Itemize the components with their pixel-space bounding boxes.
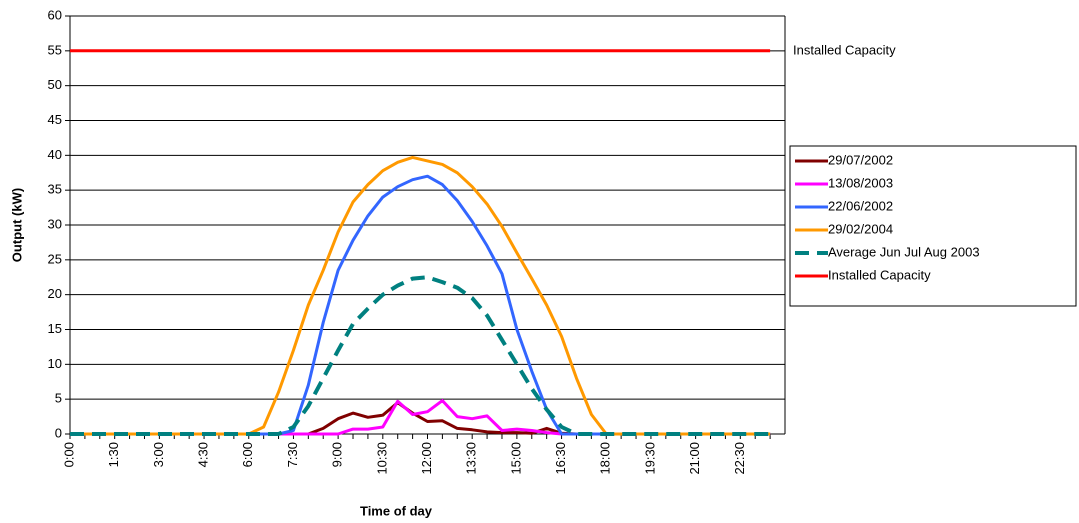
x-tick-label: 19:30 — [642, 442, 657, 475]
x-tick-label: 21:00 — [687, 442, 702, 475]
line-series — [70, 401, 771, 436]
x-tick-label: 7:30 — [285, 442, 300, 467]
legend-label: 22/06/2002 — [828, 198, 893, 213]
y-tick-label: 55 — [48, 42, 62, 57]
y-tick-label: 35 — [48, 182, 62, 197]
x-tick-label: 0:00 — [61, 442, 76, 467]
legend-label: 29/07/2002 — [828, 152, 893, 167]
x-tick-label: 16:30 — [553, 442, 568, 475]
x-tick-label: 13:30 — [464, 442, 479, 475]
x-tick-label: 1:30 — [106, 442, 121, 467]
x-tick-label: 15:00 — [508, 442, 523, 475]
y-tick-label: 40 — [48, 147, 62, 162]
y-tick-label: 20 — [48, 286, 62, 301]
line-series — [70, 275, 771, 436]
y-tick-label: 10 — [48, 356, 62, 371]
y-tick-label: 5 — [55, 391, 62, 406]
y-tick-label: 0 — [55, 425, 62, 440]
x-tick-label: 22:30 — [732, 442, 747, 475]
x-tick-label: 4:30 — [196, 442, 211, 467]
x-tick-label: 12:00 — [419, 442, 434, 475]
x-tick-label: 9:00 — [330, 442, 345, 467]
x-axis-title: Time of day — [360, 503, 433, 518]
line-series — [70, 155, 771, 436]
y-tick-label: 30 — [48, 216, 62, 231]
y-tick-label: 50 — [48, 77, 62, 92]
x-tick-label: 6:00 — [240, 442, 255, 467]
x-tick-label: 10:30 — [374, 442, 389, 475]
legend-label: Average Jun Jul Aug 2003 — [828, 244, 980, 259]
x-tick-label: 18:00 — [598, 442, 613, 475]
legend-box — [789, 145, 1077, 307]
line-series — [70, 174, 771, 436]
y-tick-label: 45 — [48, 112, 62, 127]
x-tick-label: 3:00 — [151, 442, 166, 467]
y-axis-title: Output (kW) — [9, 188, 24, 262]
legend-label: Installed Capacity — [828, 267, 931, 282]
y-tick-label: 15 — [48, 321, 62, 336]
y-tick-label: 60 — [48, 7, 62, 22]
y-tick-label: 25 — [48, 251, 62, 266]
legend-label: 13/08/2003 — [828, 175, 893, 190]
annotation: Installed Capacity — [793, 42, 896, 57]
legend-label: 29/02/2004 — [828, 221, 893, 236]
